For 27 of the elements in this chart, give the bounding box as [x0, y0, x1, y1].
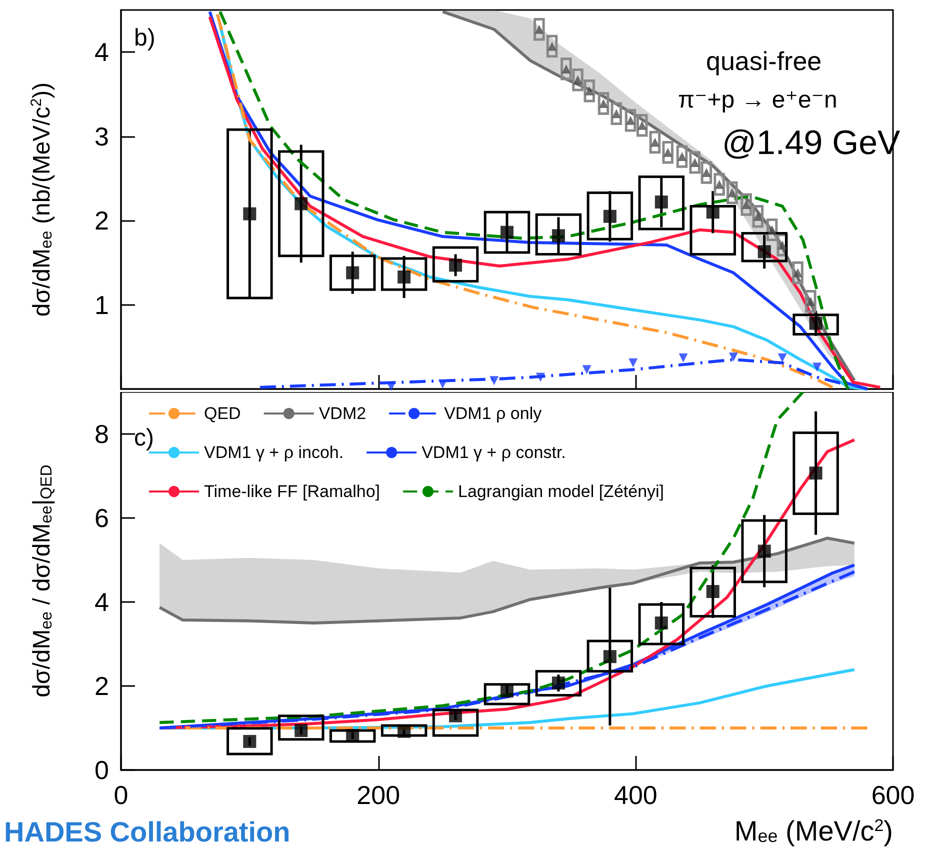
- annotation: b): [134, 24, 156, 52]
- y-tick-label: 4: [94, 587, 109, 617]
- legend-label: QED: [204, 404, 241, 423]
- y-tick-label: 3: [94, 121, 109, 152]
- y-axis-title: dσ/dMee (nb/(MeV/c2)): [28, 82, 56, 317]
- annotation: π⁻+p → e⁺e⁻n: [678, 86, 838, 114]
- x-tick-label: 400: [614, 780, 658, 810]
- annotation: quasi-free: [706, 46, 822, 76]
- legend-label: Time-like FF [Ramalho]: [204, 482, 380, 501]
- y-tick-label: 8: [94, 419, 109, 449]
- legend-label: VDM1 γ + ρ constr.: [422, 443, 566, 462]
- y-tick-label: 2: [94, 206, 109, 236]
- y-axis-title: dσ/dMee / dσ/dMee|QED: [28, 464, 56, 698]
- y-tick-label: 0: [94, 755, 109, 785]
- x-tick-label: 0: [114, 780, 128, 810]
- legend-label: Lagrangian model [Zétényi]: [458, 482, 664, 501]
- annotation: c): [134, 424, 154, 452]
- legend-label: VDM2: [318, 404, 366, 423]
- x-tick-label: 600: [871, 780, 915, 810]
- legend-label: VDM1 γ + ρ incoh.: [204, 443, 344, 462]
- y-tick-label: 2: [94, 671, 109, 701]
- y-tick-label: 4: [94, 37, 109, 68]
- text: HADES Collaboration: [4, 816, 290, 848]
- y-tick-label: 1: [94, 290, 109, 320]
- y-tick-label: 6: [94, 503, 109, 533]
- x-tick-label: 200: [356, 780, 400, 810]
- legend-label: VDM1 ρ only: [444, 404, 542, 423]
